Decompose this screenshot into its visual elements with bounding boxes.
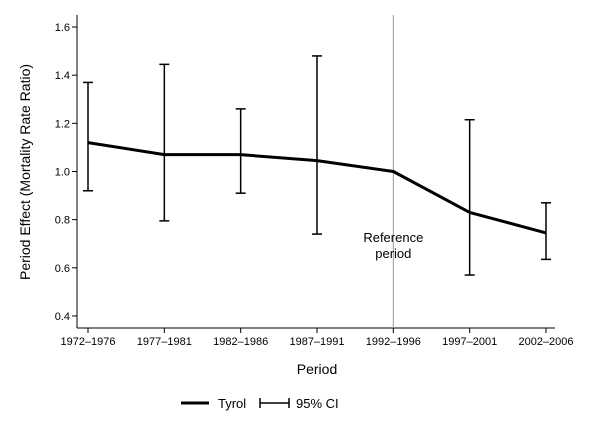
- legend: Tyrol 95% CI: [181, 396, 339, 411]
- y-tick-label: 1.4: [55, 70, 70, 82]
- x-tick-label: 1972–1976: [60, 336, 115, 348]
- x-tick-label: 1982–1986: [213, 336, 268, 348]
- ci-bar: [464, 118, 475, 276]
- y-axis-label: Period Effect (Mortality Rate Ratio): [17, 64, 33, 280]
- legend-swatch-ci: [259, 398, 290, 408]
- x-tick-label: 1977–1981: [137, 336, 192, 348]
- confidence-intervals: [83, 55, 551, 276]
- y-tick-label: 1.2: [55, 118, 70, 130]
- y-tick-label: 0.6: [55, 263, 70, 275]
- ci-bar: [235, 108, 246, 194]
- x-tick-label: 1987–1991: [289, 336, 344, 348]
- ci-bar: [312, 55, 322, 235]
- y-ticks: 0.4 0.6 0.8 1.0 1.2 1.4 1.6: [55, 22, 77, 323]
- axes: [76, 15, 555, 329]
- x-tick-label: 2002–2006: [518, 336, 573, 348]
- series-tyrol: [87, 141, 547, 235]
- reference-label-line1: Reference: [363, 230, 423, 245]
- x-tick-label: 1997–2001: [442, 336, 497, 348]
- ci-bar: [83, 81, 93, 192]
- x-ticks: 1972–1976 1977–1981 1982–1986 1987–1991 1992…: [60, 328, 574, 348]
- y-tick-label: 0.4: [55, 311, 70, 323]
- x-axis-label: Period: [297, 361, 337, 377]
- ci-bar: [159, 63, 170, 222]
- y-tick-label: 1.0: [55, 167, 70, 179]
- reference-label-line2: period: [375, 246, 411, 261]
- y-tick-label: 0.8: [55, 215, 70, 227]
- legend-label-tyrol: Tyrol: [218, 396, 246, 411]
- series-line-tyrol: [87, 141, 547, 235]
- ci-bar: [541, 202, 551, 261]
- x-tick-label: 1992–1996: [366, 336, 421, 348]
- legend-label-ci: 95% CI: [296, 396, 339, 411]
- y-tick-label: 1.6: [55, 22, 70, 34]
